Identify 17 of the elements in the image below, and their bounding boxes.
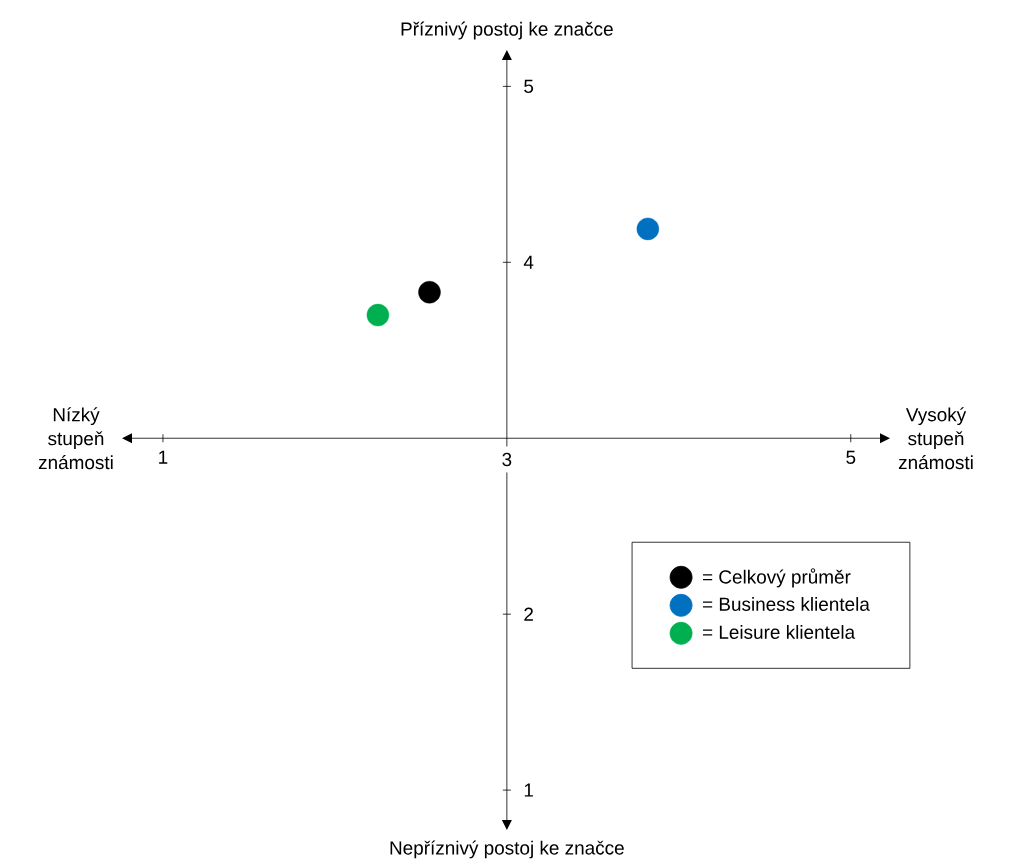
- x-axis-title: Vysoký stupeň známosti: [898, 407, 973, 470]
- legend-label: = Celkový průměr: [702, 568, 851, 588]
- x-tick-label: 5: [846, 450, 856, 464]
- x-tick-label: 1: [159, 450, 168, 464]
- point: [418, 281, 441, 304]
- legend-label: = Business klientela: [702, 597, 870, 611]
- text: Nepříznivý postoj ke značce: [390, 840, 624, 859]
- text: Nízký stupeň známosti: [38, 407, 113, 470]
- y-tick-label: 2: [524, 607, 533, 621]
- y-tick-label: 5: [524, 79, 534, 93]
- x-tick-label: 3: [502, 452, 512, 467]
- point: [366, 303, 390, 327]
- y-tick-label: 1: [524, 783, 533, 797]
- y-axis-title: Příznivý postoj ke značce: [401, 21, 613, 40]
- point: [636, 217, 660, 241]
- y-tick-label: 4: [523, 255, 534, 269]
- legend-label: = Leisure klientela: [702, 625, 856, 639]
